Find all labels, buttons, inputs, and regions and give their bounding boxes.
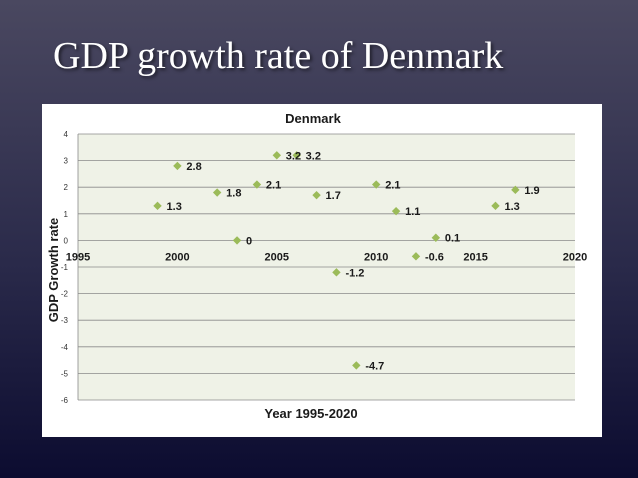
data-label: 0.1 <box>445 233 460 245</box>
data-label: -0.6 <box>425 251 444 263</box>
y-tick-labels: 4 3 2 1 0 -1 -2 -3 -4 -5 -6 <box>61 130 69 405</box>
data-label: 1.7 <box>326 190 341 202</box>
data-point <box>372 180 381 189</box>
data-label: 1.9 <box>524 185 539 197</box>
y-axis-label: GDP Growth rate <box>46 218 61 323</box>
y-tick-label: 2 <box>64 183 69 192</box>
data-point <box>153 201 162 211</box>
data-point <box>431 233 441 242</box>
data-point <box>252 180 262 189</box>
y-tick-label: -2 <box>61 290 69 299</box>
x-tick-labels: 1995 2000 2005 2010 2015 2020 <box>66 251 587 263</box>
data-label: 1.8 <box>226 188 241 200</box>
x-tick-label: 1995 <box>66 251 90 263</box>
data-label: 1.1 <box>405 206 420 218</box>
data-point <box>232 236 242 245</box>
x-tick-label: 2010 <box>364 251 388 263</box>
y-tick-label: 4 <box>64 130 69 139</box>
data-label: 3.2 <box>286 150 301 162</box>
data-point <box>332 268 341 277</box>
data-label: 2.1 <box>385 180 400 192</box>
data-label: -4.7 <box>365 360 384 372</box>
data-label: 1.3 <box>504 201 519 213</box>
chart-panel: 4 3 2 1 0 -1 -2 -3 -4 -5 -6 1995 2000 2005 2010 2015 20… <box>42 104 602 437</box>
y-tick-label: 3 <box>64 157 69 166</box>
data-points <box>153 151 520 370</box>
data-point <box>212 188 222 197</box>
data-label: 0 <box>246 235 252 247</box>
slide-title: GDP growth rate of Denmark <box>53 35 504 77</box>
y-tick-label: -5 <box>61 369 69 378</box>
x-tick-label: 2020 <box>563 251 587 263</box>
data-label: 3.2 <box>306 150 321 162</box>
data-label: -1.2 <box>345 267 364 279</box>
x-axis-label: Year 1995-2020 <box>264 406 357 421</box>
y-tick-label: 0 <box>64 236 69 245</box>
data-point <box>491 201 500 211</box>
x-tick-label: 2000 <box>165 251 189 263</box>
y-tick-label: -6 <box>61 396 69 405</box>
data-point <box>352 361 361 370</box>
data-point <box>411 252 421 261</box>
y-tick-label: 1 <box>64 210 69 219</box>
data-point <box>272 151 281 160</box>
chart-title: Denmark <box>285 111 341 126</box>
data-label: 1.3 <box>167 201 182 213</box>
gdp-scatter-chart: 4 3 2 1 0 -1 -2 -3 -4 -5 -6 1995 2000 2005 2010 2015 20… <box>46 111 587 421</box>
x-tick-label: 2005 <box>265 251 289 263</box>
y-tick-label: -1 <box>61 263 69 272</box>
data-point <box>391 206 401 216</box>
y-tick-label: -3 <box>61 316 69 325</box>
x-tick-label: 2015 <box>463 251 487 263</box>
y-tick-label: -4 <box>61 343 69 352</box>
data-point <box>173 161 182 171</box>
data-label: 2.8 <box>186 161 201 173</box>
gridlines <box>77 133 575 401</box>
data-label: 2.1 <box>266 180 281 192</box>
data-labels: 1.3 2.8 1.8 0 2.1 3.2 3.2 1.7 -1.2 -4.7 2.1 1.1 -0.6… <box>167 150 540 372</box>
data-point <box>312 190 321 200</box>
